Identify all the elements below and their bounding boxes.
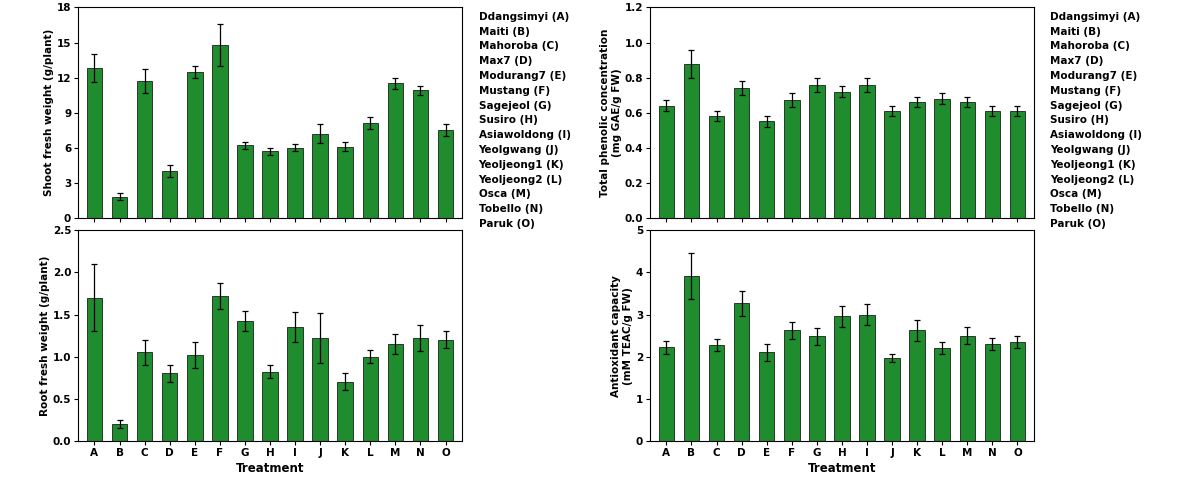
Bar bbox=[438, 130, 453, 218]
Bar bbox=[910, 102, 924, 218]
Bar bbox=[809, 85, 825, 218]
Bar bbox=[112, 424, 127, 441]
Bar bbox=[387, 344, 403, 441]
Y-axis label: Total phenolic concentration
(mg GAE/g FW): Total phenolic concentration (mg GAE/g F… bbox=[600, 28, 621, 197]
Bar bbox=[984, 344, 1000, 441]
Bar bbox=[684, 276, 700, 441]
Y-axis label: Antioxidant capacity
(mM TEAC/g FW): Antioxidant capacity (mM TEAC/g FW) bbox=[612, 274, 633, 396]
Bar bbox=[212, 296, 227, 441]
Bar bbox=[659, 347, 674, 441]
Bar bbox=[338, 146, 353, 218]
Bar bbox=[287, 327, 303, 441]
Text: Ddangsimyi (A)
Maiti (B)
Mahoroba (C)
Max7 (D)
Modurang7 (E)
Mustang (F)
Sagejeo: Ddangsimyi (A) Maiti (B) Mahoroba (C) Ma… bbox=[1051, 12, 1142, 229]
Bar bbox=[438, 340, 453, 441]
Bar bbox=[910, 330, 924, 441]
Bar bbox=[934, 348, 950, 441]
Bar bbox=[834, 316, 850, 441]
Bar bbox=[959, 336, 975, 441]
Bar bbox=[188, 355, 202, 441]
Bar bbox=[237, 145, 252, 218]
Bar bbox=[412, 91, 428, 218]
Bar bbox=[338, 382, 353, 441]
Bar bbox=[984, 111, 1000, 218]
Bar bbox=[313, 133, 328, 218]
Bar bbox=[237, 321, 252, 441]
Bar bbox=[363, 357, 379, 441]
Bar bbox=[188, 72, 202, 218]
Bar bbox=[834, 92, 850, 218]
Bar bbox=[87, 68, 102, 218]
Bar bbox=[684, 64, 700, 218]
X-axis label: Treatment: Treatment bbox=[808, 462, 876, 475]
Bar bbox=[162, 171, 178, 218]
Bar bbox=[1010, 111, 1025, 218]
Bar bbox=[659, 106, 674, 218]
Bar bbox=[363, 123, 379, 218]
Bar bbox=[809, 337, 825, 441]
Bar bbox=[87, 298, 102, 441]
Bar bbox=[412, 338, 428, 441]
Bar bbox=[784, 101, 799, 218]
Bar bbox=[784, 330, 799, 441]
Bar bbox=[313, 338, 328, 441]
Bar bbox=[212, 45, 227, 218]
Bar bbox=[709, 116, 725, 218]
Bar bbox=[734, 88, 749, 218]
Bar bbox=[709, 345, 725, 441]
Bar bbox=[885, 111, 900, 218]
Bar bbox=[859, 85, 875, 218]
Bar bbox=[734, 303, 749, 441]
Bar bbox=[758, 122, 774, 218]
Bar bbox=[137, 353, 153, 441]
Bar bbox=[162, 374, 178, 441]
Bar bbox=[758, 353, 774, 441]
Bar bbox=[262, 151, 278, 218]
Y-axis label: Shoot fresh weight (g/plant): Shoot fresh weight (g/plant) bbox=[44, 29, 54, 196]
Bar bbox=[112, 197, 127, 218]
X-axis label: Treatment: Treatment bbox=[236, 462, 304, 475]
Bar bbox=[262, 372, 278, 441]
Y-axis label: Root fresh weight (g/plant): Root fresh weight (g/plant) bbox=[40, 255, 50, 416]
Bar bbox=[859, 315, 875, 441]
Bar bbox=[885, 358, 900, 441]
Bar bbox=[934, 99, 950, 218]
Bar bbox=[287, 148, 303, 218]
Bar bbox=[1010, 342, 1025, 441]
Bar bbox=[137, 81, 153, 218]
Bar bbox=[959, 102, 975, 218]
Bar bbox=[387, 84, 403, 218]
Text: Ddangsimyi (A)
Maiti (B)
Mahoroba (C)
Max7 (D)
Modurang7 (E)
Mustang (F)
Sagejeo: Ddangsimyi (A) Maiti (B) Mahoroba (C) Ma… bbox=[478, 12, 571, 229]
